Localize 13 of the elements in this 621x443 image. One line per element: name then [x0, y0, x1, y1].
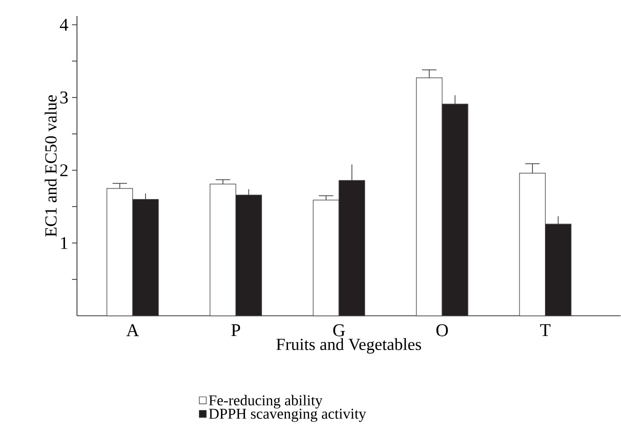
x-tick-label: A	[126, 324, 140, 336]
y-tick-label: 3	[60, 92, 68, 104]
y-tick-label: 2	[60, 164, 68, 176]
x-tick-label: O	[436, 324, 448, 336]
y-tick-label: 1	[61, 237, 68, 250]
x-tick-label: P	[231, 324, 240, 336]
legend-label: DPPH scavenging activity	[208, 408, 366, 422]
y-axis-title: EC1 and EC50 value	[44, 95, 57, 237]
x-tick-label: G	[333, 324, 345, 336]
x-tick-label: T	[540, 324, 550, 336]
x-axis-title: Fruits and Vegetables	[276, 338, 422, 354]
y-tick-label: 4	[60, 18, 68, 31]
legend-label: Fe-reducing ability	[208, 395, 323, 409]
